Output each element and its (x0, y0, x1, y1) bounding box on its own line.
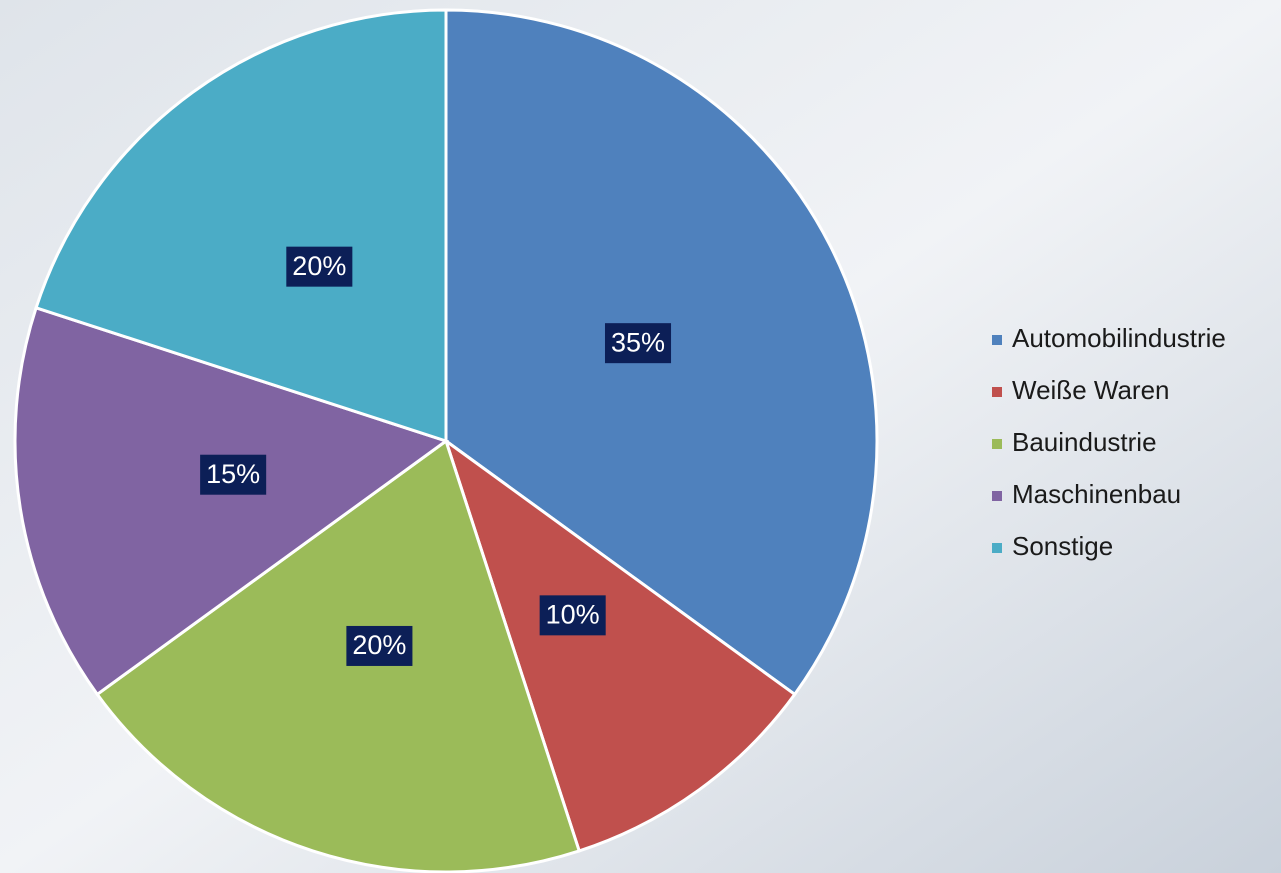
legend-marker (992, 543, 1002, 553)
legend-label: Maschinenbau (1012, 479, 1181, 509)
legend-marker (992, 491, 1002, 501)
page: 35% 10% 20% 15% 20% Automobilindustrie Weiße … (0, 0, 1281, 873)
data-label-text: 35% (611, 327, 665, 357)
data-label: 20% (286, 247, 352, 287)
legend-label: Bauindustrie (1012, 427, 1157, 457)
pie (15, 10, 877, 872)
data-label-text: 20% (352, 630, 406, 660)
data-label: 20% (346, 626, 412, 666)
data-label: 35% (605, 323, 671, 363)
legend-marker (992, 335, 1002, 345)
data-label-text: 15% (206, 459, 260, 489)
legend-marker (992, 439, 1002, 449)
data-label-text: 10% (546, 599, 600, 629)
data-label-text: 20% (292, 251, 346, 281)
legend-marker (992, 387, 1002, 397)
chart: 35% 10% 20% 15% 20% Automobilindustrie Weiße … (0, 0, 1281, 873)
legend-label: Weiße Waren (1012, 375, 1170, 405)
legend-label: Sonstige (1012, 531, 1113, 561)
legend-label: Automobilindustrie (1012, 323, 1226, 353)
data-label: 15% (200, 455, 266, 495)
data-label: 10% (540, 595, 606, 635)
